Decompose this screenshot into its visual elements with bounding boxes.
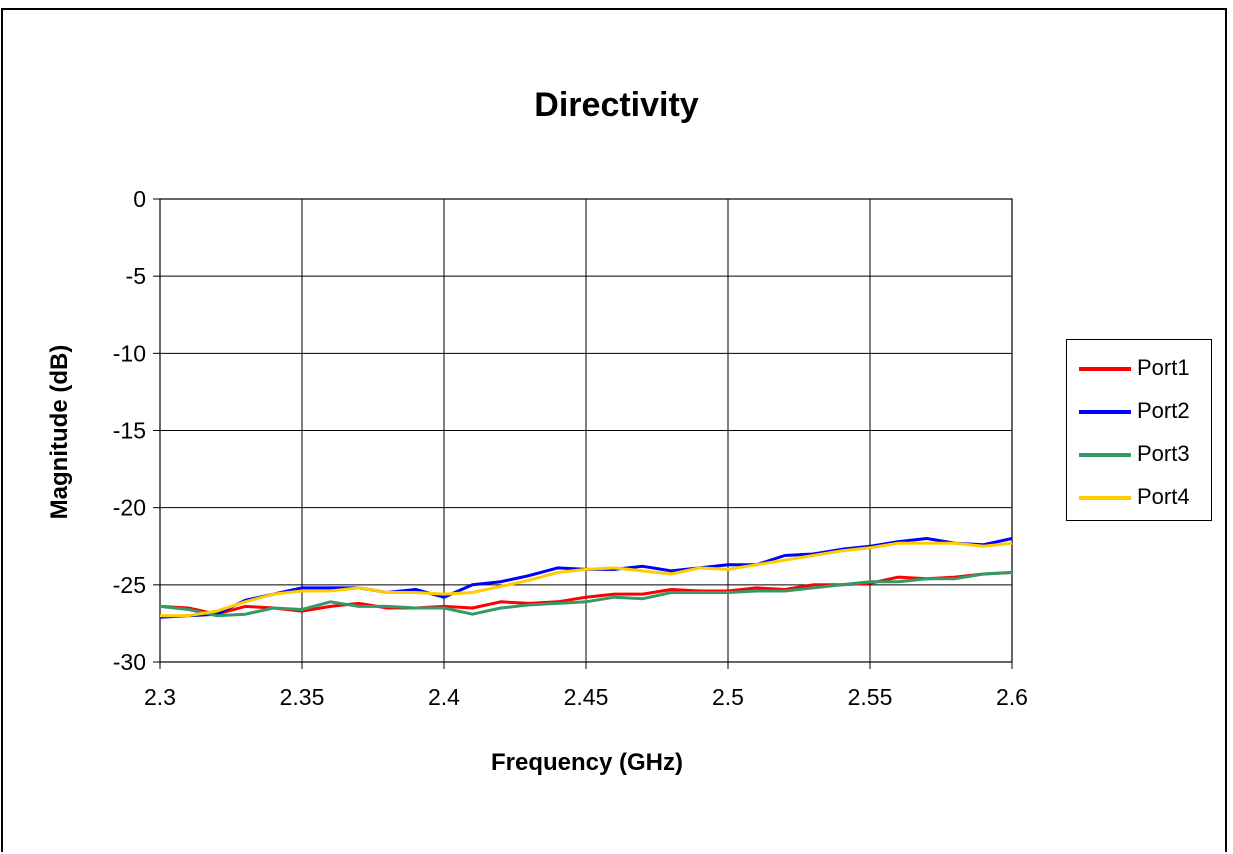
legend-item-port1: Port1 <box>1075 353 1205 383</box>
series-line-port4 <box>160 541 1013 618</box>
tick-layer: 2.3 2.35 2.4 2.45 2.5 2.55 2.6 0 -5 -10 -15 -20 -25 -… <box>113 186 1028 710</box>
x-tick-label: 2.5 <box>712 684 744 710</box>
y-tick-label: -25 <box>113 572 146 598</box>
y-tick-label: 0 <box>133 186 146 212</box>
x-tick-label: 2.55 <box>848 684 893 710</box>
x-tick-label: 2.6 <box>996 684 1028 710</box>
legend-label-port1: Port1 <box>1137 355 1190 380</box>
x-axis-label: Frequency (GHz) <box>491 749 683 776</box>
x-tick-label: 2.45 <box>564 684 609 710</box>
legend-swatch-port3 <box>1079 453 1131 457</box>
legend-swatch-port1 <box>1079 367 1131 371</box>
legend-label-port4: Port4 <box>1137 484 1190 509</box>
y-tick-label: -15 <box>113 418 146 444</box>
series-layer <box>159 537 1013 619</box>
legend: Port1 Port2 Port3 Port4 <box>1066 339 1212 521</box>
y-axis-label: Magnitude (dB) <box>46 345 73 520</box>
legend-item-port4: Port4 <box>1075 482 1205 512</box>
y-tick-label: -5 <box>126 263 146 289</box>
y-tick-label: -30 <box>113 649 146 675</box>
legend-label-port2: Port2 <box>1137 398 1190 423</box>
series-line-port3 <box>159 571 1013 618</box>
legend-swatch-port2 <box>1079 410 1131 414</box>
x-tick-label: 2.4 <box>428 684 460 710</box>
legend-item-port3: Port3 <box>1075 439 1205 469</box>
x-tick-label: 2.3 <box>144 684 176 710</box>
chart-title: Directivity <box>534 86 699 124</box>
legend-swatch-port4 <box>1079 496 1131 500</box>
y-tick-label: -10 <box>113 340 146 366</box>
series-line-port1 <box>159 571 1013 616</box>
y-tick-label: -20 <box>113 495 146 521</box>
x-tick-label: 2.35 <box>280 684 325 710</box>
legend-item-port2: Port2 <box>1075 396 1205 426</box>
legend-label-port3: Port3 <box>1137 441 1190 466</box>
